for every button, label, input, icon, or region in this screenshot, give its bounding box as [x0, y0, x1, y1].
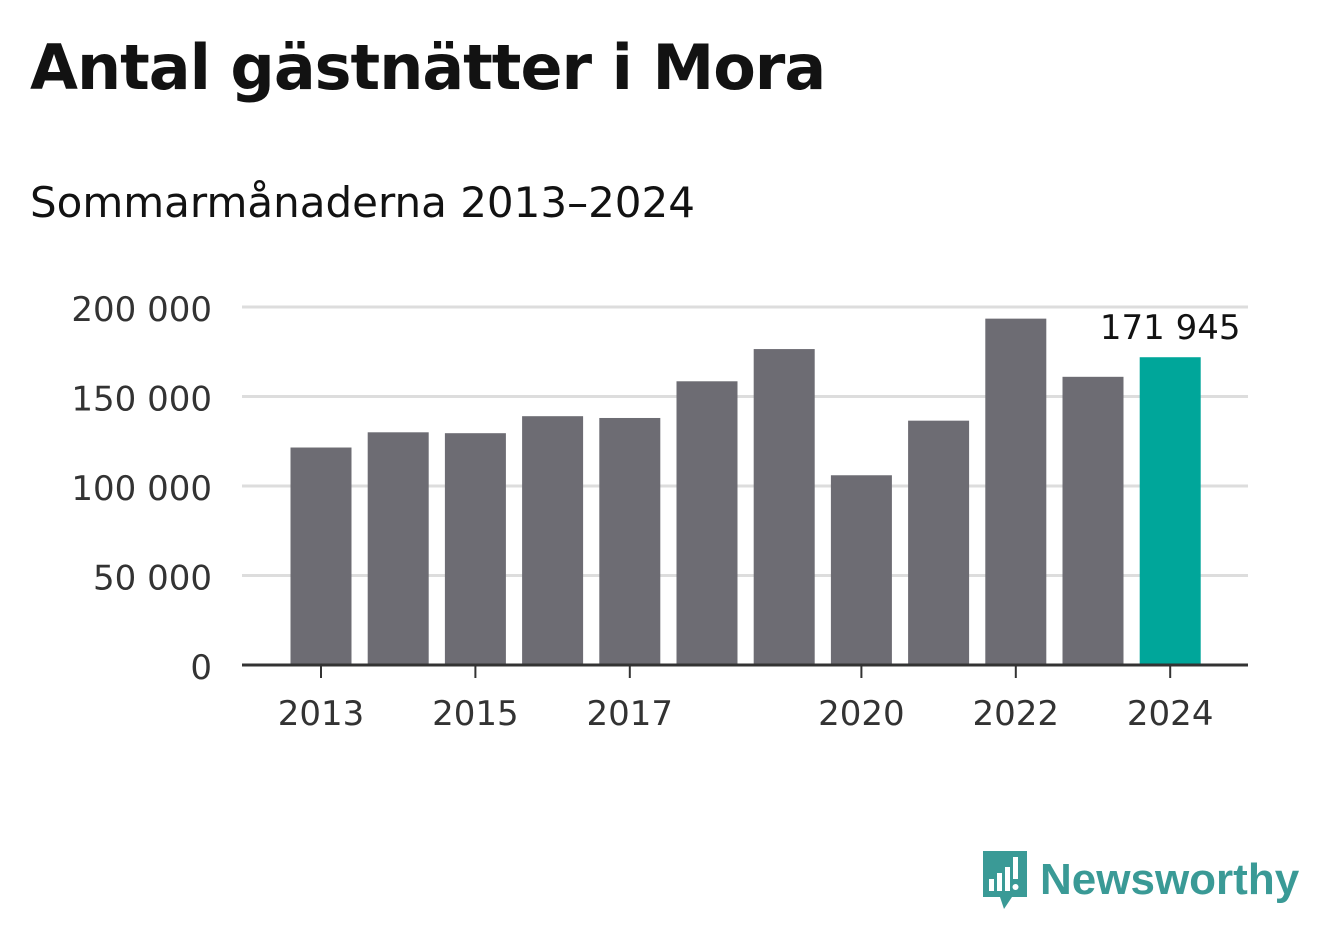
bar-2016 [522, 416, 584, 665]
bar-2021 [908, 420, 970, 665]
bar-2023 [1062, 376, 1124, 665]
x-tick-label: 2013 [278, 694, 365, 734]
x-tick-label: 2020 [818, 694, 905, 734]
bars [290, 318, 1201, 665]
bar-2015 [444, 433, 506, 665]
bar-2014 [367, 432, 429, 665]
brand-name: Newsworthy [1040, 855, 1300, 904]
y-tick-label: 200 000 [71, 290, 212, 330]
data-label: 171 945 [1100, 308, 1241, 348]
bar-2020 [830, 475, 892, 665]
bar-2019 [753, 349, 815, 665]
x-tick-label: 2015 [432, 694, 519, 734]
bar-2022 [985, 318, 1047, 665]
x-tick-label: 2024 [1127, 694, 1214, 734]
bar-2024 [1139, 357, 1201, 665]
y-tick-label: 0 [190, 648, 212, 688]
bar-2013 [290, 447, 352, 665]
y-axis-tick-labels: 0 50 000 100 000 150 000 200 000 [71, 290, 212, 688]
y-tick-label: 100 000 [71, 469, 212, 509]
y-tick-label: 50 000 [93, 559, 212, 599]
chart-subtitle: Sommarmånaderna 2013–2024 [30, 178, 695, 227]
x-tick-label: 2022 [973, 694, 1060, 734]
chart-title: Antal gästnätter i Mora [30, 31, 826, 104]
x-tick-label: 2017 [587, 694, 674, 734]
x-axis: 2013 2015 2017 2020 2022 2024 [242, 663, 1248, 734]
bar-chart-speech-bubble-icon [983, 851, 1027, 909]
data-labels: 171 945 [1100, 308, 1241, 348]
newsworthy-logo: Newsworthy [980, 848, 1299, 912]
bar-2017 [599, 417, 661, 665]
y-tick-label: 150 000 [71, 380, 212, 420]
bar-2018 [676, 381, 738, 665]
